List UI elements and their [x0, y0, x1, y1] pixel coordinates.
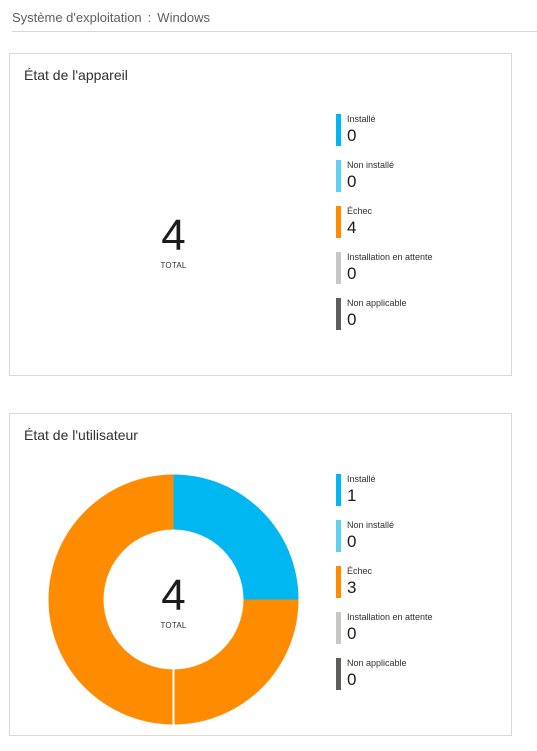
- legend-value: 0: [347, 310, 357, 329]
- device-state-donut[interactable]: 4 TOTAL: [48, 114, 299, 365]
- legend-value: 0: [347, 264, 357, 283]
- legend-value: 3: [347, 578, 357, 597]
- legend-value: 0: [347, 624, 357, 643]
- legend-swatch: [336, 206, 341, 238]
- legend-value: 1: [347, 486, 357, 505]
- os-label: Système d'exploitation: [12, 10, 142, 25]
- legend-item-pending[interactable]: Installation en attente 0: [336, 251, 506, 297]
- legend-item-installed[interactable]: Installé 1: [336, 473, 506, 519]
- legend-value: 4: [347, 218, 357, 237]
- legend-swatch: [336, 252, 341, 284]
- legend-item-not-applicable[interactable]: Non applicable 0: [336, 657, 506, 703]
- legend-item-not-installed[interactable]: Non installé 0: [336, 519, 506, 565]
- legend-label: Non installé: [347, 160, 395, 170]
- legend-swatch: [336, 612, 341, 644]
- os-value: Windows: [157, 10, 211, 25]
- total-count: 4: [161, 211, 186, 260]
- legend-value: 0: [347, 532, 357, 551]
- legend-label: Installation en attente: [347, 252, 433, 262]
- legend-label: Installé: [347, 474, 376, 484]
- total-label: TOTAL: [160, 261, 187, 270]
- legend-swatch: [336, 160, 341, 192]
- legend-item-failed[interactable]: Échec 3: [336, 565, 506, 611]
- legend-label: Installé: [347, 114, 376, 124]
- legend-swatch: [336, 474, 341, 506]
- legend-label: Installation en attente: [347, 612, 433, 622]
- donut-segment[interactable]: [173, 474, 299, 600]
- card-title: État de l'appareil: [24, 67, 128, 83]
- user-state-card[interactable]: État de l'utilisateur 4 TOTAL Installé 1…: [9, 413, 512, 736]
- os-filter-header: Système d'exploitation: Windows: [12, 10, 537, 32]
- donut-chart: [172, 309, 175, 365]
- legend-swatch: [336, 520, 341, 552]
- legend-value: 0: [347, 670, 357, 689]
- card-title: État de l'utilisateur: [24, 427, 138, 443]
- legend-swatch: [336, 298, 341, 330]
- legend-swatch: [336, 114, 341, 146]
- legend-swatch: [336, 566, 341, 598]
- total-label: TOTAL: [160, 621, 187, 630]
- legend-item-pending[interactable]: Installation en attente 0: [336, 611, 506, 657]
- legend-item-not-installed[interactable]: Non installé 0: [336, 159, 506, 205]
- legend-item-failed[interactable]: Échec 4: [336, 205, 506, 251]
- legend-label: Non installé: [347, 520, 395, 530]
- os-separator: :: [147, 10, 152, 25]
- legend-label: Échec: [347, 206, 373, 216]
- legend-value: 0: [347, 172, 357, 191]
- legend-value: 0: [347, 126, 357, 145]
- donut-segment[interactable]: [48, 474, 299, 725]
- user-state-donut[interactable]: 4 TOTAL: [48, 474, 299, 725]
- legend-label: Échec: [347, 566, 373, 576]
- legend-label: Non applicable: [347, 298, 407, 308]
- total-count: 4: [161, 571, 186, 620]
- donut-chart: [48, 474, 299, 725]
- device-state-card[interactable]: État de l'appareil 4 TOTAL Installé 0 No…: [9, 53, 512, 376]
- legend: Installé 1 Non installé 0 Échec 3 Instal…: [336, 473, 506, 703]
- legend-item-installed[interactable]: Installé 0: [336, 113, 506, 159]
- legend-label: Non applicable: [347, 658, 407, 668]
- legend: Installé 0 Non installé 0 Échec 4 Instal…: [336, 113, 506, 343]
- legend-item-not-applicable[interactable]: Non applicable 0: [336, 297, 506, 343]
- legend-swatch: [336, 658, 341, 690]
